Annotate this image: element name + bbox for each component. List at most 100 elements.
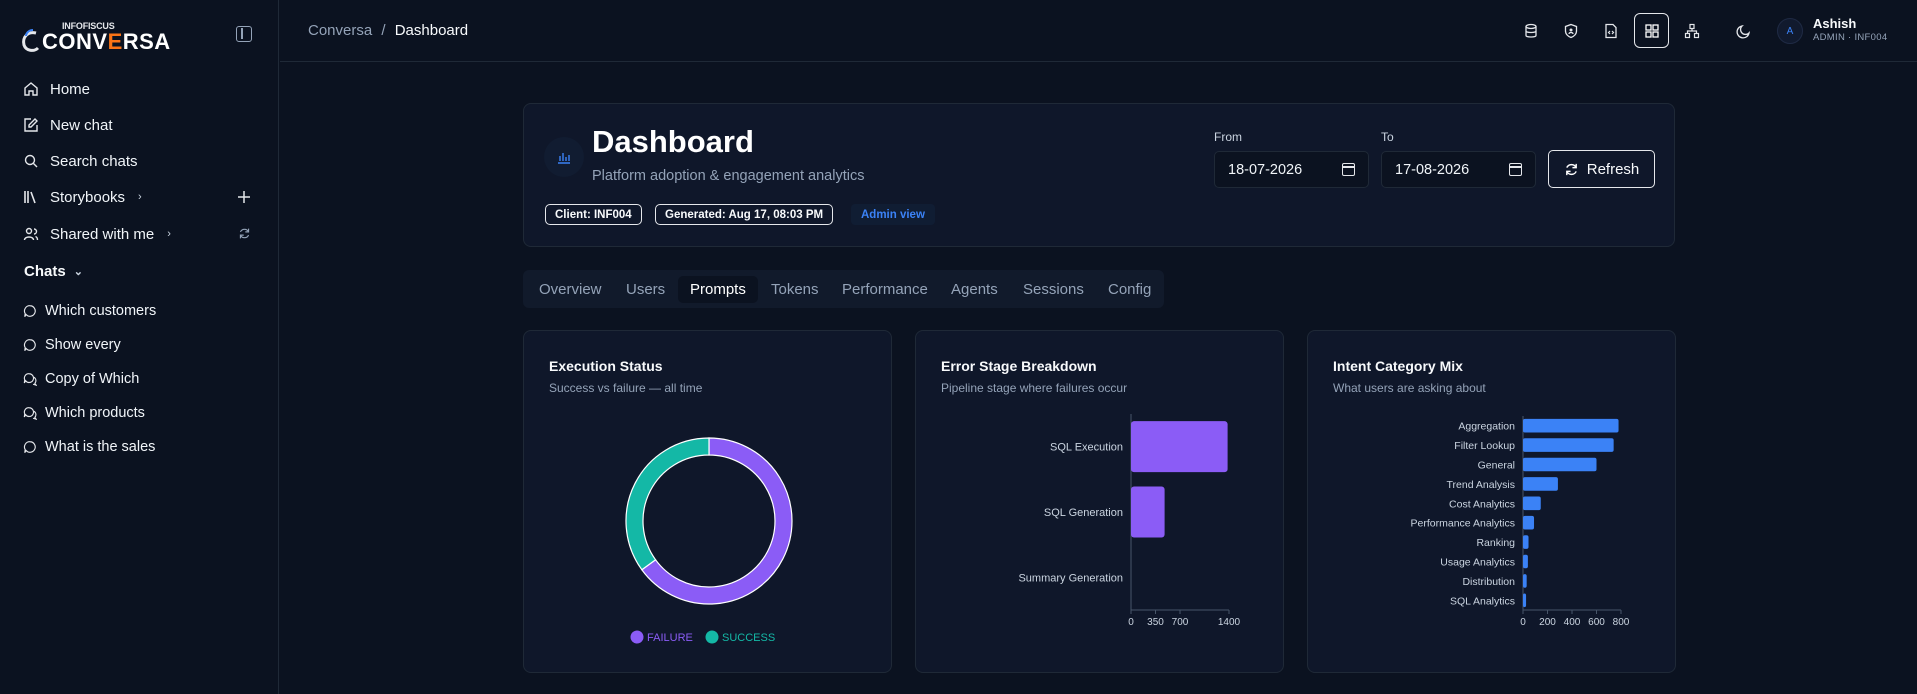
category-label: General <box>1478 460 1515 472</box>
chat-bubbles-icon <box>23 407 37 420</box>
chevron-right-icon: › <box>138 191 142 203</box>
execution-donut-chart: FAILURE SUCCESS <box>625 437 793 644</box>
tab-bar: Overview Users Prompts Tokens Performanc… <box>523 270 1164 308</box>
category-label: Performance Analytics <box>1411 518 1515 530</box>
nav-shared-with-me[interactable]: Shared with me › <box>23 222 171 246</box>
breadcrumb-root[interactable]: Conversa <box>308 22 373 39</box>
user-role: ADMIN · INF004 <box>1813 32 1888 43</box>
x-tick-label: 600 <box>1588 617 1605 628</box>
collapse-sidebar-icon[interactable] <box>236 26 252 42</box>
chat-item[interactable]: Which customers <box>23 301 156 321</box>
tab-overview[interactable]: Overview <box>539 281 602 298</box>
chat-title: Copy of Which <box>45 371 140 387</box>
bar-usage-analytics <box>1523 554 1528 569</box>
bar-trend-analysis <box>1523 477 1558 491</box>
bar-general <box>1523 457 1597 472</box>
to-label: To <box>1381 130 1394 144</box>
nav-label: Home <box>50 80 91 98</box>
chat-bubble-icon <box>23 339 36 351</box>
chat-title: What is the sales <box>45 439 156 455</box>
add-storybook-icon[interactable] <box>236 189 252 205</box>
chats-heading: Chats <box>24 263 66 280</box>
x-tick-label: 350 <box>1147 617 1164 628</box>
nav-new-chat[interactable]: New chat <box>23 113 113 137</box>
nav-label: Storybooks <box>50 188 126 206</box>
sidebar: INFOFISCUS CONVERSA Home New chat Search… <box>0 0 279 694</box>
tab-performance[interactable]: Performance <box>842 281 928 298</box>
chat-item[interactable]: What is the sales <box>23 437 155 457</box>
bar-filter-lookup <box>1523 438 1614 452</box>
logo-wordmark: CONVERSA <box>42 29 171 54</box>
page-title: Dashboard <box>592 124 754 159</box>
card-subtitle: What users are asking about <box>1333 381 1486 395</box>
category-label: Distribution <box>1462 576 1515 588</box>
topbar: Conversa / Dashboard <box>280 0 1917 62</box>
moon-icon[interactable] <box>1731 18 1757 44</box>
user-name[interactable]: Ashish <box>1813 16 1857 31</box>
search-icon <box>24 154 38 168</box>
x-tick-label: 1400 <box>1218 617 1241 628</box>
tab-prompts[interactable]: Prompts <box>678 276 758 303</box>
category-label: Usage Analytics <box>1440 557 1515 569</box>
bar-distribution <box>1523 574 1527 588</box>
category-label: Trend Analysis <box>1447 479 1515 491</box>
category-label: Summary Generation <box>1018 572 1123 584</box>
chat-item[interactable]: Show every <box>23 335 121 355</box>
nav-search-chats[interactable]: Search chats <box>23 149 138 173</box>
card-title: Execution Status <box>549 358 663 374</box>
category-label: SQL Generation <box>1044 507 1123 519</box>
chat-item[interactable]: Which products <box>23 403 145 423</box>
intent-category-bar-chart: Aggregation Filter Lookup General Trend Ana… <box>1411 416 1630 628</box>
page-subtitle: Platform adoption & engagement analytics <box>592 168 865 184</box>
bar-ranking <box>1523 535 1529 549</box>
tab-agents[interactable]: Agents <box>951 281 998 298</box>
avatar[interactable]: A <box>1777 18 1803 44</box>
admin-view-badge: Admin view <box>851 204 935 225</box>
legend-label-success: SUCCESS <box>722 632 775 644</box>
from-label: From <box>1214 130 1242 144</box>
category-label: Ranking <box>1476 537 1515 549</box>
x-tick-label: 0 <box>1128 617 1134 628</box>
nav-home[interactable]: Home <box>23 77 90 101</box>
from-date-value: 18-07-2026 <box>1228 161 1303 178</box>
card-subtitle: Pipeline stage where failures occur <box>941 381 1128 395</box>
chat-title: Show every <box>45 337 121 353</box>
calendar-icon[interactable] <box>1342 163 1355 176</box>
refresh-label: Refresh <box>1586 160 1640 178</box>
dashboard-grid-icon[interactable] <box>1634 13 1669 48</box>
to-date-input[interactable]: 17-08-2026 <box>1381 151 1536 188</box>
bar-sql-analytics <box>1523 593 1527 608</box>
category-label: Filter Lookup <box>1454 440 1515 452</box>
refresh-shared-icon[interactable] <box>238 227 251 240</box>
refresh-button[interactable]: Refresh <box>1548 150 1655 188</box>
chat-bubbles-icon <box>23 373 37 386</box>
tab-tokens[interactable]: Tokens <box>771 281 819 298</box>
card-title: Intent Category Mix <box>1333 358 1463 374</box>
edit-icon <box>24 118 38 132</box>
x-tick-label: 800 <box>1613 617 1630 628</box>
nav-label: Search chats <box>50 152 138 170</box>
breadcrumb-current: Dashboard <box>394 22 469 39</box>
shield-icon[interactable] <box>1558 18 1584 44</box>
chats-section-header[interactable]: Chats ⌄ <box>24 263 83 280</box>
from-date-input[interactable]: 18-07-2026 <box>1214 151 1369 188</box>
breadcrumb: Conversa / Dashboard <box>308 22 468 39</box>
tab-config[interactable]: Config <box>1108 281 1152 298</box>
library-icon <box>24 191 36 204</box>
execution-status-card <box>523 330 892 673</box>
file-code-icon[interactable] <box>1598 18 1624 44</box>
network-icon[interactable] <box>1679 18 1705 44</box>
tab-users[interactable]: Users <box>626 281 666 298</box>
donut-slice-failure <box>641 437 793 605</box>
database-icon[interactable] <box>1518 18 1544 44</box>
nav-storybooks[interactable]: Storybooks › <box>23 185 142 209</box>
chat-item[interactable]: Copy of Which <box>23 369 139 389</box>
app-logo[interactable]: INFOFISCUS CONVERSA <box>20 17 171 53</box>
tab-sessions[interactable]: Sessions <box>1023 281 1084 298</box>
category-label: SQL Analytics <box>1450 595 1515 607</box>
calendar-icon[interactable] <box>1509 163 1522 176</box>
category-label: Cost Analytics <box>1449 498 1515 510</box>
category-label: Aggregation <box>1458 421 1515 433</box>
x-tick-label: 0 <box>1520 617 1526 628</box>
bar-sql-execution <box>1131 421 1228 473</box>
